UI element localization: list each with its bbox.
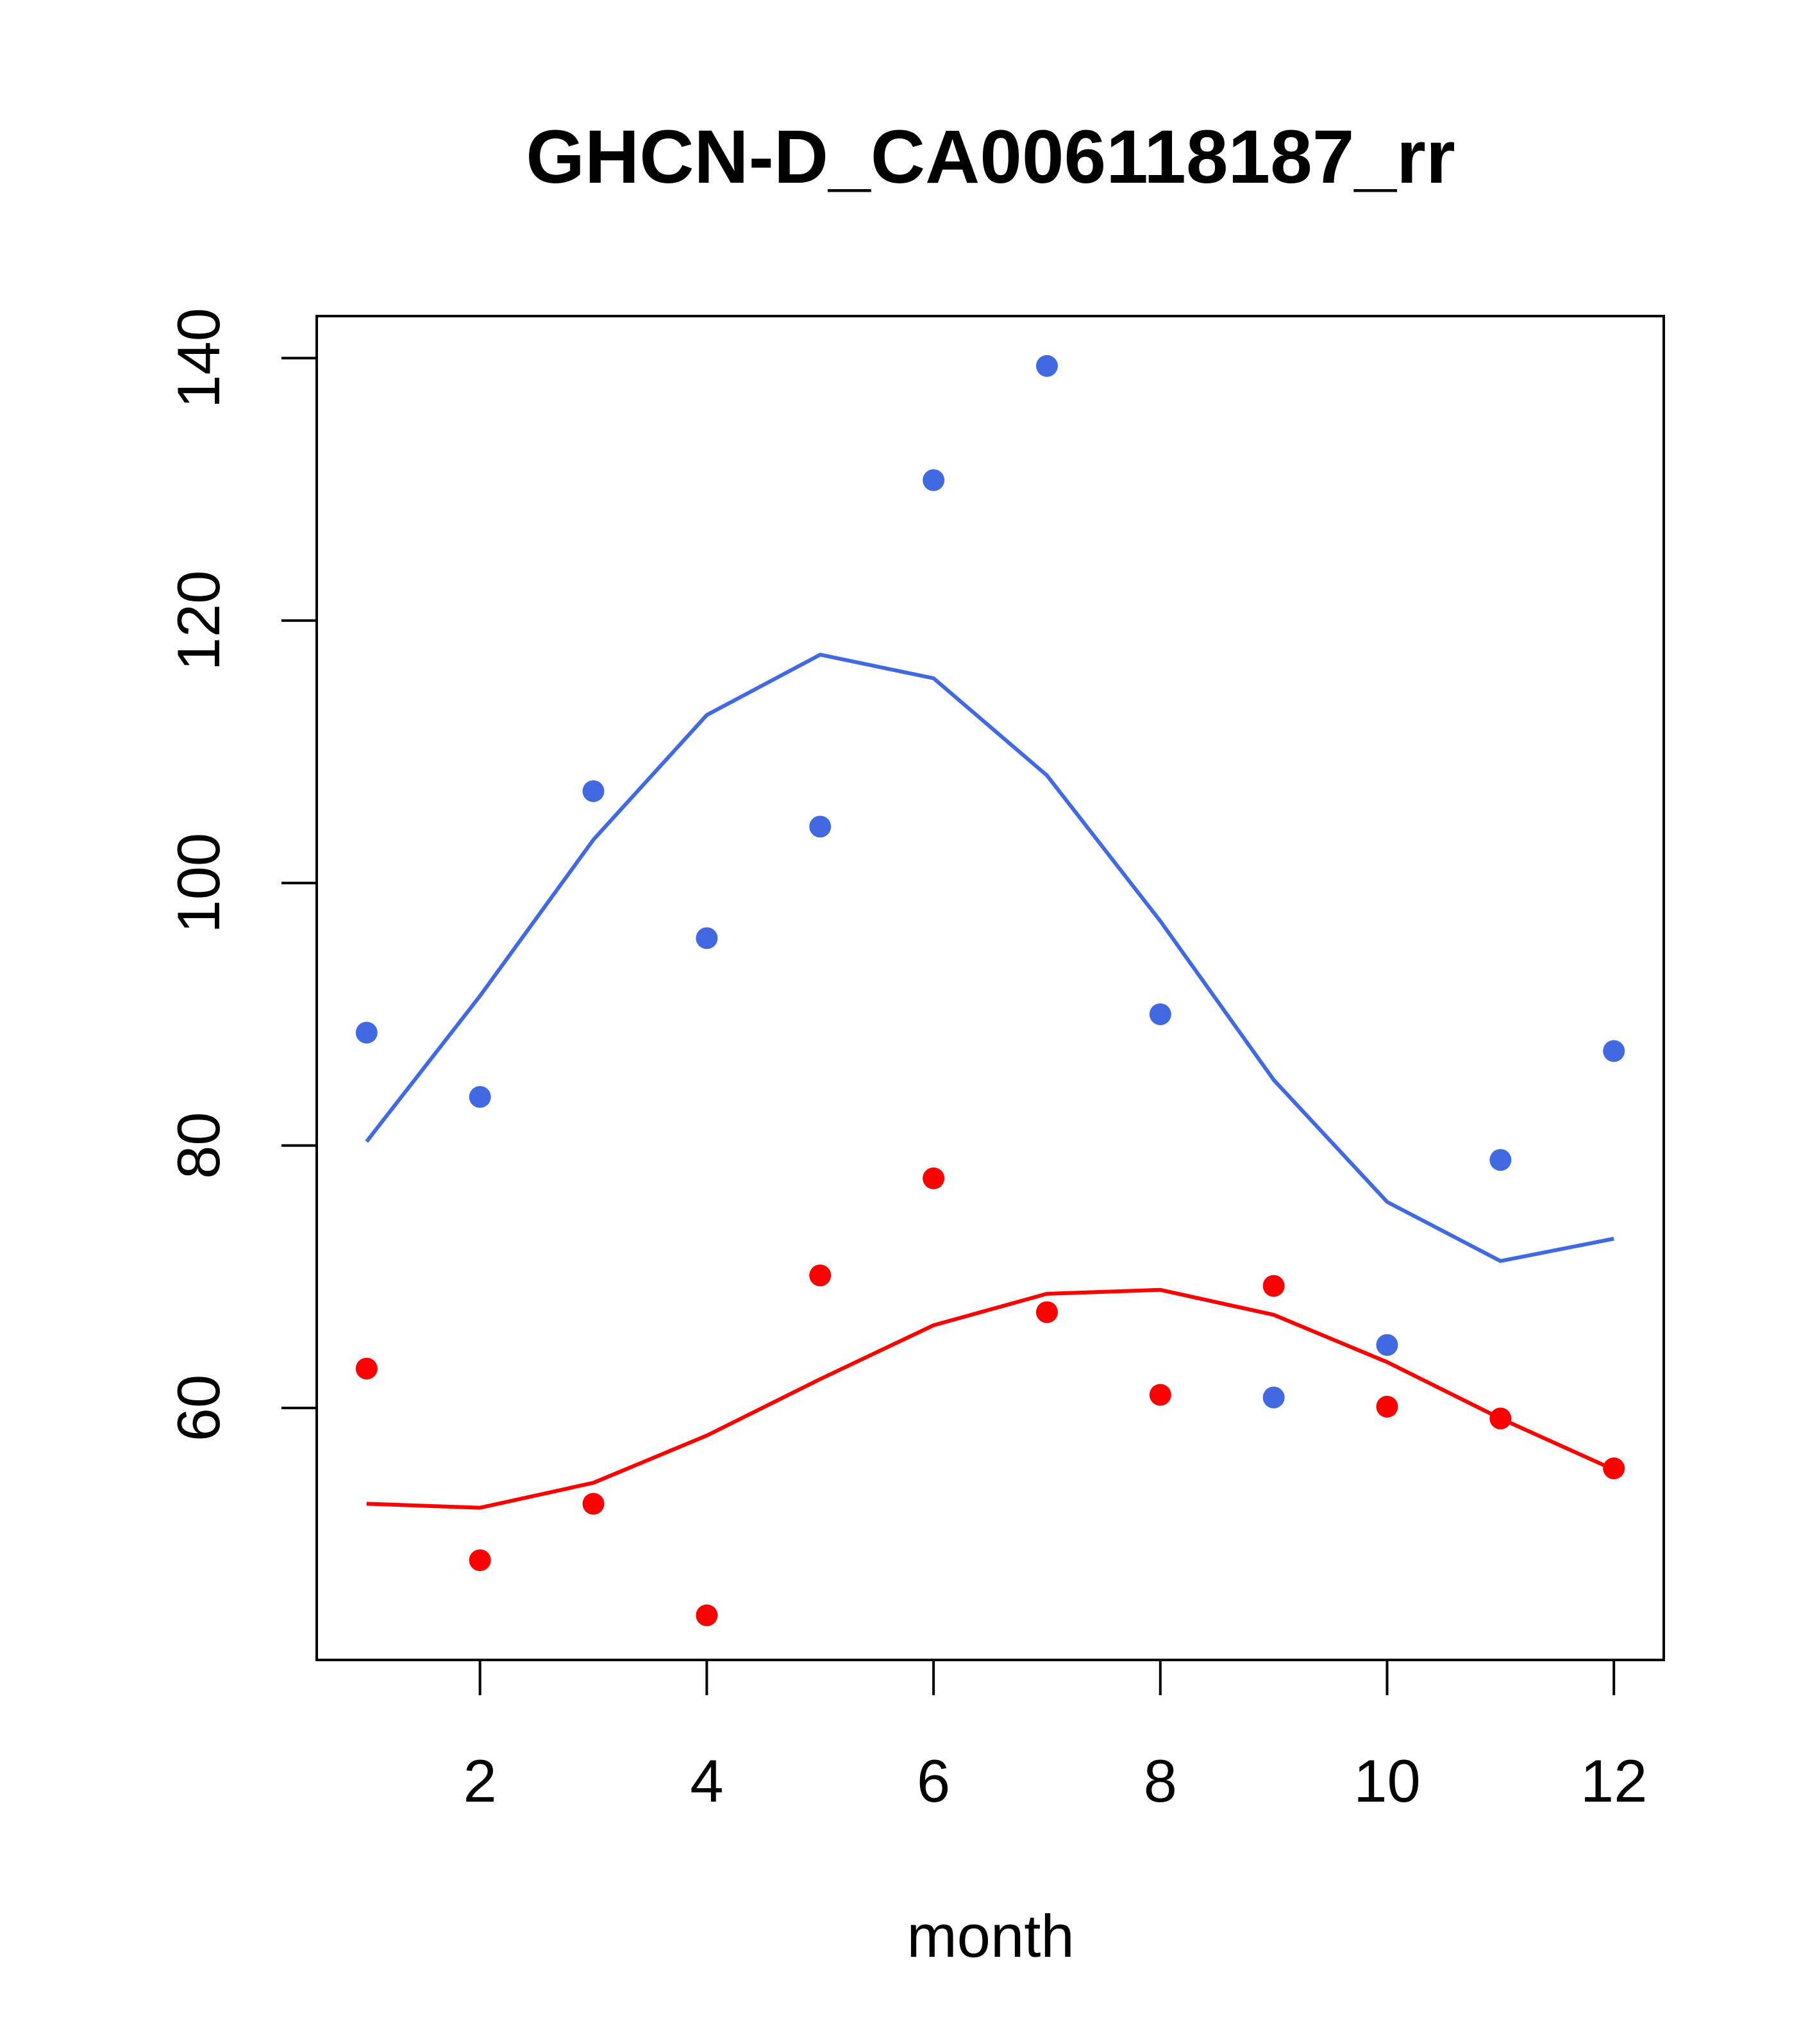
series-2-point — [809, 1264, 832, 1287]
x-axis: 2 4 6 8 10 12 — [464, 1659, 1648, 1814]
x-tick-label: 2 — [464, 1747, 497, 1814]
plot-area — [355, 355, 1625, 1627]
x-tick-label: 10 — [1353, 1747, 1421, 1814]
series-2-line — [366, 1287, 1615, 1510]
x-tick-label: 4 — [690, 1747, 723, 1814]
series-1-point — [1489, 1149, 1512, 1171]
series-1-point — [469, 1085, 491, 1108]
series-1-point — [1603, 1040, 1625, 1062]
series-1-point — [696, 927, 718, 950]
y-tick-label: 80 — [165, 1112, 232, 1179]
series-2-point — [1262, 1275, 1285, 1297]
x-tick-label: 8 — [1144, 1747, 1177, 1814]
series-2-point — [1603, 1457, 1625, 1480]
series-2-point — [469, 1549, 491, 1571]
series-1 — [355, 355, 1625, 1409]
series-1-point — [355, 1021, 378, 1044]
series-1-point — [1262, 1386, 1285, 1409]
chart-title: GHCN-D_CA006118187_rr — [526, 115, 1455, 199]
series-2 — [355, 1167, 1625, 1627]
y-tick-label: 100 — [165, 833, 232, 934]
series-1-point — [582, 780, 605, 802]
series-2-point — [1489, 1407, 1512, 1430]
series-1-point — [1035, 355, 1058, 377]
series-2-point — [696, 1604, 718, 1627]
series-1-point — [809, 816, 832, 838]
series-1-line — [365, 653, 1614, 1263]
y-axis: 60 80 100 120 140 — [165, 308, 318, 1442]
y-tick-label: 60 — [165, 1375, 232, 1442]
series-2-point — [1149, 1384, 1171, 1406]
x-axis-label: month — [907, 1902, 1074, 1970]
series-1-point — [1149, 1003, 1171, 1025]
x-tick-label: 6 — [917, 1747, 950, 1814]
series-2-point — [582, 1493, 605, 1515]
x-tick-label: 12 — [1580, 1747, 1648, 1814]
series-1-point — [1376, 1334, 1398, 1356]
plot-frame — [315, 315, 1665, 1661]
series-1-point — [923, 469, 945, 491]
series-2-point — [355, 1357, 378, 1380]
series-2-point — [923, 1167, 945, 1189]
y-tick-label: 140 — [165, 308, 232, 408]
series-2-point — [1376, 1395, 1398, 1418]
series-2-point — [1035, 1301, 1058, 1323]
y-tick-label: 120 — [165, 570, 232, 671]
